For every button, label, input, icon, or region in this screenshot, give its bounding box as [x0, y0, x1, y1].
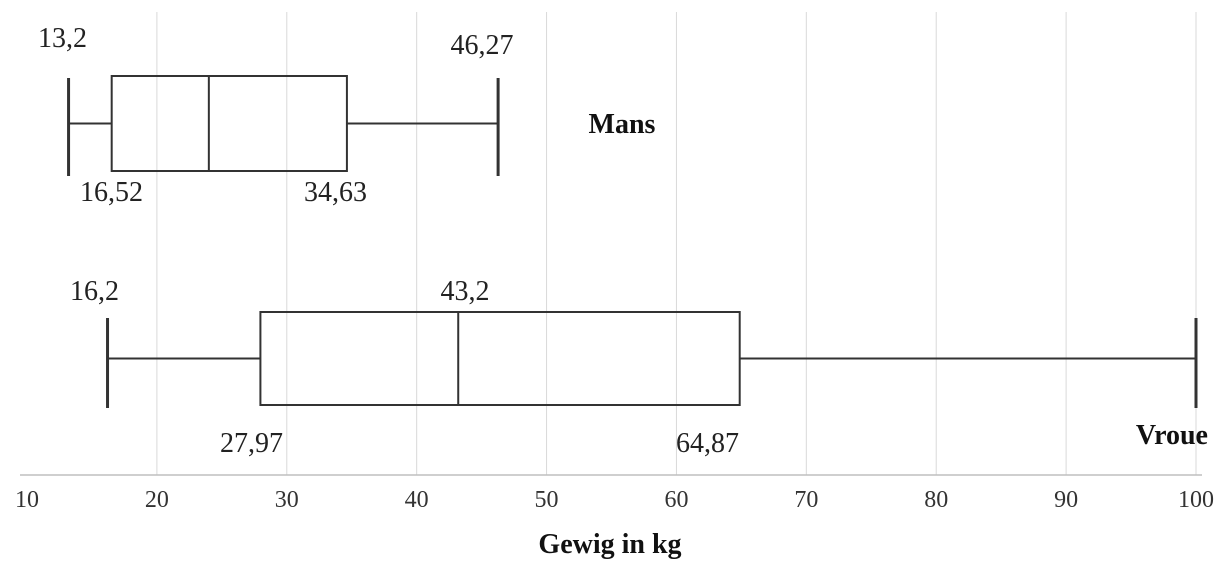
mans-q1-label: 16,52	[80, 177, 143, 208]
x-tick-label: 10	[15, 487, 39, 513]
x-tick-label: 70	[794, 487, 818, 513]
boxplot-mans	[67, 75, 500, 176]
x-tick-label: 80	[924, 487, 948, 513]
x-tick-label: 60	[664, 487, 688, 513]
boxplot-vroue	[106, 311, 1198, 408]
x-tick-label: 50	[535, 487, 559, 513]
boxes	[67, 75, 1198, 408]
vroue-median-label: 43,2	[441, 276, 490, 307]
series-name-mans: Mans	[589, 109, 656, 140]
iqr-box	[259, 311, 741, 406]
x-axis-title: Gewig in kg	[538, 529, 681, 560]
mans-min-label: 13,2	[38, 23, 87, 54]
vroue-min-label: 16,2	[70, 276, 119, 307]
value-labels: 13,2 16,52 34,63 46,27 Mans 16,2 27,97 43,2 64,8…	[38, 23, 1208, 459]
iqr-box	[110, 75, 348, 172]
vroue-q1-label: 27,97	[220, 428, 283, 459]
x-tick-label: 30	[275, 487, 299, 513]
x-tick-label: 40	[405, 487, 429, 513]
x-tick-label: 100	[1178, 487, 1214, 513]
mans-max-label: 46,27	[451, 30, 514, 61]
mans-q3-label: 34,63	[304, 177, 367, 208]
vroue-q3-label: 64,87	[676, 428, 739, 459]
x-tick-label: 90	[1054, 487, 1078, 513]
series-name-vroue: Vroue	[1136, 420, 1208, 451]
x-tick-labels: 10 20 30 40 50 60 70 80 90 100	[15, 487, 1214, 513]
x-tick-label: 20	[145, 487, 169, 513]
gridlines	[156, 12, 1197, 475]
